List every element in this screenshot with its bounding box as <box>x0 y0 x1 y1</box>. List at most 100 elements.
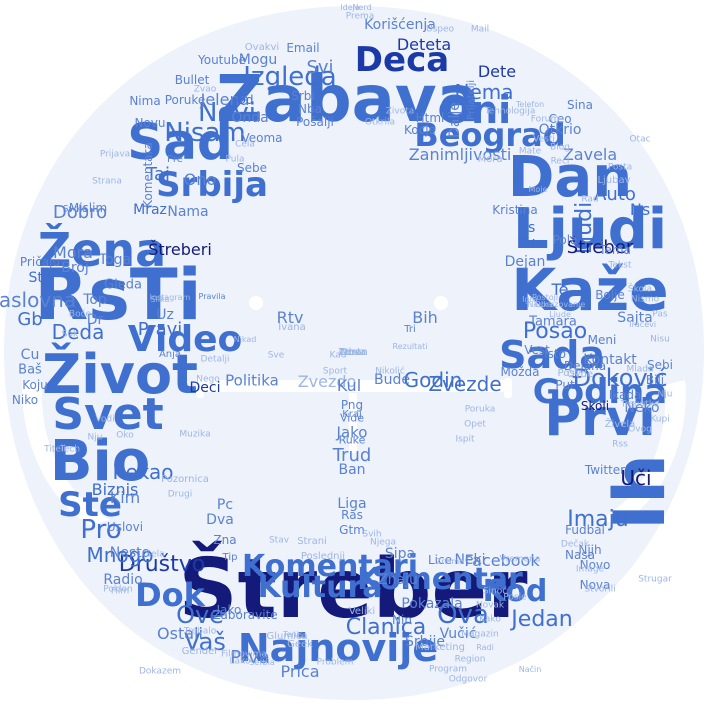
cloud-word: Prijatelji <box>466 79 477 121</box>
cloud-word: Nisu <box>650 334 670 345</box>
cloud-word: Korišćenja <box>364 17 436 33</box>
cloud-word: Sok <box>61 329 79 340</box>
cloud-word: Ispit <box>455 434 475 445</box>
cloud-word: Nikad <box>233 335 257 344</box>
left-ear-gap <box>21 380 110 525</box>
mouth-right-corner <box>504 378 512 398</box>
cloud-word: Region <box>454 654 486 665</box>
cloud-word: Ovog <box>628 424 652 435</box>
cloud-word: Pravila <box>198 292 226 301</box>
cloud-word: Naslovna <box>0 288 77 312</box>
cloud-word: Štreberi <box>148 240 212 259</box>
cloud-word: RsTi <box>34 254 202 336</box>
cloud-word: Zabava <box>216 63 480 137</box>
cloud-word: Sebe <box>237 161 267 175</box>
cloud-word: Prijava <box>99 149 131 160</box>
cloud-word: Dan <box>507 145 633 210</box>
cloud-word: Anja <box>158 349 182 360</box>
cloud-word: Glumica <box>266 631 308 642</box>
cloud-word: Instagram <box>149 293 191 302</box>
cloud-word: Sajta <box>617 310 653 326</box>
cloud-word: Dečak <box>560 539 590 550</box>
cloud-word: Te <box>551 280 569 299</box>
cloud-word: Nisam <box>164 118 246 148</box>
cloud-word: Put <box>555 378 575 392</box>
cloud-word: Prica <box>280 662 320 681</box>
cloud-word: Lice <box>428 553 452 567</box>
cloud-word: Ban <box>338 462 366 478</box>
cloud-word: Boće <box>68 309 92 320</box>
cloud-word: Zanimljivosti <box>408 145 512 164</box>
cloud-word: Mail <box>470 24 490 35</box>
cloud-word: Posta <box>607 162 633 173</box>
cloud-word: Ove <box>176 601 224 629</box>
cloud-word: Filmovima <box>221 649 267 660</box>
right-ear-gap <box>600 380 686 525</box>
cloud-word: Image <box>575 564 605 575</box>
cloud-word: Pre <box>167 154 183 165</box>
cloud-word: Dejana <box>563 359 607 373</box>
cloud-word: Ideja <box>340 3 360 12</box>
cloud-word: Ivana <box>278 322 306 333</box>
cloud-word: Beograd <box>414 116 566 154</box>
cloud-word: Novak <box>475 600 505 611</box>
cloud-word: Radi <box>476 643 494 652</box>
cloud-word: Nismo <box>630 294 660 305</box>
cloud-word: Ovde <box>566 369 594 380</box>
cloud-word: Cu <box>20 347 40 363</box>
cloud-word: Stvorili <box>584 584 616 595</box>
cloud-word: Tračevi <box>627 320 657 329</box>
cloud-word: Kristina <box>492 203 538 217</box>
cloud-word: Moje <box>528 185 548 194</box>
cloud-word: Video <box>127 319 243 360</box>
cloud-word: Bih <box>412 308 438 327</box>
cloud-word: Muzika <box>179 429 211 440</box>
cloud-word: Svoje <box>62 204 88 215</box>
cloud-word: Novi <box>198 98 256 128</box>
cloud-word: Ks <box>518 220 536 236</box>
cloud-word: Radio <box>103 572 143 588</box>
cloud-word: Štreber <box>178 542 528 637</box>
cloud-word: Sve <box>267 350 285 361</box>
cloud-word: Dalje <box>447 102 463 138</box>
cloud-word: Sada <box>499 333 605 377</box>
right-eye-dot <box>434 296 448 310</box>
cloud-word: Nba <box>298 102 322 116</box>
cloud-word: Mlada <box>626 364 654 375</box>
cloud-word: Forum <box>530 114 560 125</box>
cloud-word: Pokazala <box>401 596 463 612</box>
cloud-word: Cesto <box>338 347 368 358</box>
cloud-word: Život <box>42 343 198 406</box>
cloud-word: Vaš <box>184 628 226 656</box>
cloud-word: Poklon <box>103 584 133 595</box>
cloud-word: Obrazovanje <box>534 300 586 309</box>
cloud-word: Dokazem <box>138 666 182 677</box>
cloud-word: Pola <box>552 233 578 247</box>
cloud-word: Oko <box>116 430 134 441</box>
cloud-word: Novo <box>579 558 611 572</box>
cloud-word: Pro <box>80 515 122 545</box>
cloud-word: Gleda <box>104 277 142 293</box>
cloud-word: Marketing <box>415 642 465 653</box>
cloud-word: Kod <box>482 574 548 609</box>
cloud-word: Drugi <box>167 489 193 500</box>
cloud-word: Njega <box>370 537 396 548</box>
cloud-word: Posle <box>503 592 527 603</box>
cloud-word: Ljudi <box>512 197 668 262</box>
cloud-word: Liga <box>337 496 367 512</box>
cloud-word: Štreber <box>566 237 634 258</box>
cloud-word: Post <box>557 368 579 379</box>
cloud-word: Taj <box>145 164 171 185</box>
cloud-word: Film <box>110 586 130 597</box>
cloud-word: Velikі <box>348 606 376 617</box>
cloud-word: Otkrila <box>364 117 396 128</box>
cloud-word: Tech <box>59 444 81 455</box>
cloud-word: Tip <box>222 552 238 563</box>
cloud-word: Vučić <box>439 626 477 642</box>
cloud-word: Vest <box>524 343 550 357</box>
cloud-word: Godin <box>403 368 463 392</box>
cloud-word: Oni <box>438 88 512 132</box>
cloud-word: Vodi <box>95 414 115 425</box>
cloud-word: Ste <box>58 485 122 525</box>
cloud-word: Facebook <box>464 551 540 570</box>
